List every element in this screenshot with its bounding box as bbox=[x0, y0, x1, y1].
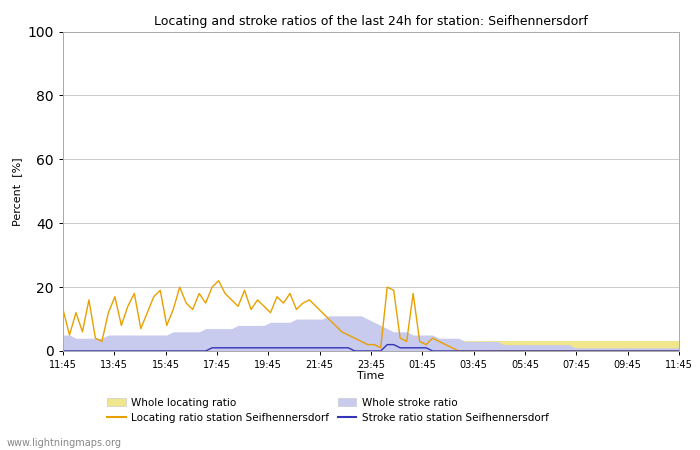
Text: www.lightningmaps.org: www.lightningmaps.org bbox=[7, 438, 122, 448]
Y-axis label: Percent  [%]: Percent [%] bbox=[12, 157, 22, 225]
Title: Locating and stroke ratios of the last 24h for station: Seifhennersdorf: Locating and stroke ratios of the last 2… bbox=[154, 14, 588, 27]
X-axis label: Time: Time bbox=[358, 371, 384, 382]
Legend: Whole locating ratio, Locating ratio station Seifhennersdorf, Whole stroke ratio: Whole locating ratio, Locating ratio sta… bbox=[107, 398, 548, 423]
